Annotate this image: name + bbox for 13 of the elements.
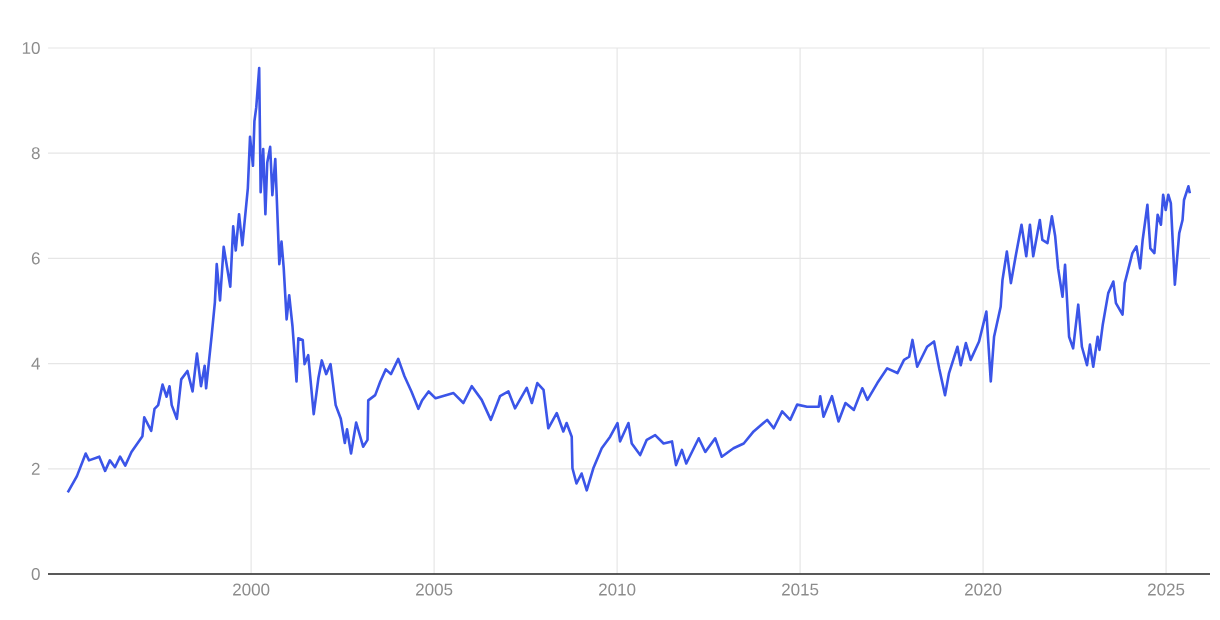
x-tick-label: 2025 — [1148, 583, 1185, 596]
x-tick-label: 2015 — [782, 583, 819, 596]
y-tick-label: 6 — [31, 252, 40, 265]
y-tick-label: 4 — [31, 357, 40, 370]
y-tick-label: 8 — [31, 147, 40, 160]
x-tick-label: 2005 — [416, 583, 453, 596]
y-tick-label: 2 — [31, 462, 40, 475]
x-tick-label: 2000 — [233, 583, 270, 596]
x-tick-label: 2010 — [599, 583, 636, 596]
line-series — [66, 66, 1192, 494]
y-tick-label: 10 — [22, 41, 40, 55]
x-tick-label: 2020 — [965, 583, 1002, 596]
y-tick-label: 0 — [31, 567, 40, 581]
